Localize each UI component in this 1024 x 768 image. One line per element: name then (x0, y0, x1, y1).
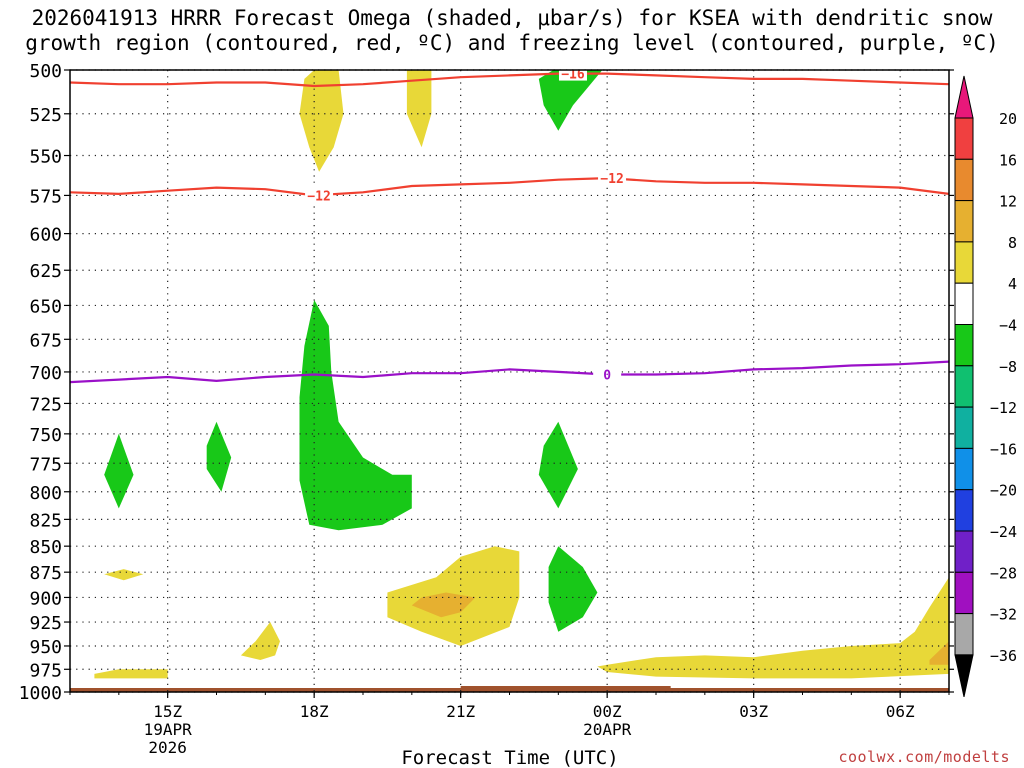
credit-text: coolwx.com/modelts (838, 748, 1010, 766)
colorbar-segment-9 (954, 489, 974, 532)
omega-region-13 (597, 577, 949, 679)
y-tick-label-7: 675 (29, 330, 62, 351)
colorbar-segment-10 (954, 530, 974, 573)
colorbar-top-arrow (954, 75, 974, 119)
chart-title: 2026041913 HRRR Forecast Omega (shaded, … (0, 6, 1024, 56)
dgz-bottom-label-1-bg (305, 187, 334, 203)
omega-region-7 (548, 546, 598, 632)
omega-region-0 (299, 70, 344, 172)
y-tick-label-20: 1000 (19, 683, 62, 704)
y-tick-label-0: 500 (29, 61, 62, 82)
x-tick-date-0: 19APR (144, 720, 193, 739)
y-tick-label-12: 800 (29, 483, 62, 504)
colorbar-segment-12 (954, 613, 974, 656)
colorbar-label-1: 16 (999, 151, 1017, 169)
y-tick-label-17: 925 (29, 613, 62, 634)
ground-strip-bump (460, 686, 671, 688)
colorbar-segment-1 (954, 158, 974, 202)
x-tick-label-5: 06Z (886, 702, 915, 721)
y-tick-label-16: 900 (29, 588, 62, 609)
colorbar-segment-0 (954, 117, 974, 160)
colorbar-segment-4 (954, 282, 974, 326)
x-tick-year-0: 2026 (148, 738, 187, 757)
x-tick-label-4: 03Z (739, 702, 768, 721)
y-tick-label-4: 600 (29, 225, 62, 246)
colorbar-label-8: −16 (990, 440, 1017, 458)
y-tick-label-5: 625 (29, 261, 62, 282)
colorbar-segment-11 (954, 571, 974, 615)
colorbar-label-7: −12 (990, 399, 1017, 417)
omega-region-12 (411, 592, 476, 618)
y-tick-label-6: 650 (29, 296, 62, 317)
colorbar-label-13: −36 (990, 647, 1017, 665)
colorbar-segment-3 (954, 241, 974, 284)
omega-region-9 (94, 669, 168, 679)
y-tick-label-1: 525 (29, 105, 62, 126)
chart-title-line1: 2026041913 HRRR Forecast Omega (shaded, … (31, 6, 993, 30)
contour-lines: −16 −12 −12 0 (70, 68, 949, 384)
dgz-bottom-label-2: −12 (600, 172, 623, 187)
chart-title-line2: growth region (contoured, red, ºC) and f… (25, 31, 999, 55)
freezing-level-line (70, 360, 949, 384)
colorbar-label-10: −24 (990, 523, 1017, 541)
y-tick-label-10: 750 (29, 425, 62, 446)
colorbar-label-4: 4 (1008, 275, 1017, 293)
colorbar-label-2: 12 (999, 193, 1017, 211)
omega-region-8 (104, 569, 144, 581)
ground-strip (70, 688, 949, 692)
x-tick-label-3: 00Z (593, 702, 622, 721)
colorbar: 20 16 12 8 4 −4 −8 −12 −16 −20 −24 −28 −32 −36 (954, 75, 1017, 698)
colorbar-segment-7 (954, 406, 974, 449)
x-tick-label-2: 21Z (446, 702, 475, 721)
omega-region-5 (206, 421, 232, 492)
colorbar-bottom-arrow (954, 654, 974, 698)
omega-region-4 (104, 433, 134, 509)
colorbar-label-3: 8 (1008, 234, 1017, 252)
freezing-label-bg (593, 366, 622, 382)
colorbar-label-6: −8 (999, 358, 1017, 376)
dgz-minus12-line (70, 176, 949, 197)
colorbar-label-9: −20 (990, 482, 1017, 500)
y-tick-label-14: 850 (29, 537, 62, 558)
dgz-bottom-label-2-bg (598, 170, 627, 186)
colorbar-label-0: 20 (999, 110, 1017, 128)
colorbar-label-5: −4 (999, 317, 1017, 335)
colorbar-label-12: −32 (990, 606, 1017, 624)
y-tick-label-9: 725 (29, 394, 62, 415)
colorbar-segment-2 (954, 200, 974, 243)
y-tick-label-8: 700 (29, 363, 62, 384)
y-tick-label-11: 775 (29, 454, 62, 475)
colorbar-label-11: −28 (990, 564, 1017, 582)
y-tick-label-19: 975 (29, 660, 62, 681)
omega-region-3 (299, 299, 412, 531)
omega-shading (70, 70, 949, 692)
dgz-top-label: −16 (561, 68, 585, 83)
y-tick-label-13: 825 (29, 510, 62, 531)
omega-region-6 (538, 421, 578, 509)
omega-region-10 (240, 622, 280, 660)
dgz-top-label-bg (558, 70, 587, 81)
dgz-minus16-line (70, 72, 949, 88)
y-tick-label-2: 550 (29, 147, 62, 168)
x-tick-date-3: 20APR (583, 720, 632, 739)
axes: 500 525 550 575 600 625 650 675 700 725 750 775 800 8… (19, 61, 954, 757)
x-axis-label: Forecast Time (UTC) (401, 747, 618, 768)
x-tick-label-1: 18Z (300, 702, 329, 721)
y-tick-label-3: 575 (29, 186, 62, 207)
y-tick-label-18: 950 (29, 637, 62, 658)
omega-region-1 (406, 70, 432, 148)
dgz-bottom-label-1: −12 (307, 189, 330, 204)
omega-region-2 (538, 70, 603, 131)
freezing-label: 0 (603, 368, 611, 383)
colorbar-segment-5 (954, 324, 974, 367)
omega-region-14 (929, 641, 949, 665)
colorbar-segment-6 (954, 365, 974, 408)
x-tick-label-0: 15Z (153, 702, 182, 721)
y-tick-label-15: 875 (29, 563, 62, 584)
colorbar-segment-8 (954, 447, 974, 491)
